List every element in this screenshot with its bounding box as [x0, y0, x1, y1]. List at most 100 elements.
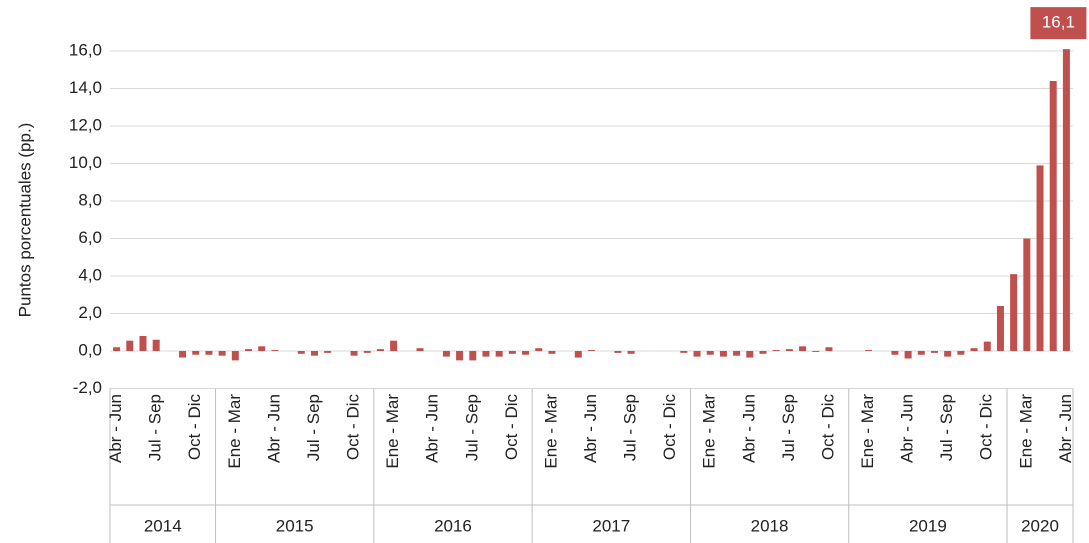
y-axis-label: Puntos porcentuales (pp.): [15, 123, 34, 318]
bar: [297, 351, 305, 354]
bar: [627, 351, 635, 354]
x-tick-label: Abr - Jun: [581, 394, 600, 463]
bar: [310, 351, 318, 356]
bar: [759, 351, 767, 354]
data-label-box: [1030, 7, 1087, 40]
group-label: 2015: [276, 516, 314, 535]
bar: [363, 351, 371, 353]
bar: [970, 348, 978, 351]
y-tick-label: 8,0: [78, 190, 102, 209]
x-tick-label: Oct - Dic: [818, 394, 837, 461]
bar: [535, 348, 543, 351]
x-tick-label: Oct - Dic: [977, 394, 996, 461]
x-tick-label: Abr - Jun: [1056, 394, 1075, 463]
x-tick-label: Ene - Mar: [700, 394, 719, 469]
x-tick-label: Jul - Sep: [621, 394, 640, 461]
bar: [904, 351, 912, 359]
bar: [126, 340, 134, 351]
bar: [680, 351, 688, 353]
bar: [1023, 238, 1031, 351]
bar: [231, 351, 239, 361]
bar: [719, 351, 727, 357]
bar: [508, 351, 516, 354]
bar: [865, 350, 873, 351]
x-tick-label: Jul - Sep: [462, 394, 481, 461]
bar: [1010, 274, 1018, 351]
bar: [139, 336, 147, 351]
group-label: 2014: [144, 516, 182, 535]
bar: [799, 346, 807, 351]
y-tick-label: 2,0: [78, 303, 102, 322]
x-tick-label: Jul - Sep: [937, 394, 956, 461]
bar: [1062, 49, 1070, 351]
bar: [152, 339, 160, 351]
x-tick-label: Abr - Jun: [423, 394, 442, 463]
bar: [522, 351, 530, 355]
bar: [917, 351, 925, 355]
bar: [376, 349, 384, 351]
x-tick-label: Ene - Mar: [383, 394, 402, 469]
x-tick-label: Oct - Dic: [502, 394, 521, 461]
y-tick-label: 10,0: [69, 153, 102, 172]
group-label: 2019: [909, 516, 947, 535]
bar: [1036, 165, 1044, 351]
group-label: 2018: [751, 516, 789, 535]
x-tick-label: Ene - Mar: [541, 394, 560, 469]
bar: [693, 351, 701, 357]
y-tick-label: 16,0: [69, 40, 102, 59]
bar: [245, 349, 253, 351]
bar: [983, 341, 991, 351]
y-tick-label: 6,0: [78, 228, 102, 247]
bar: [192, 351, 200, 355]
bar: [588, 350, 595, 351]
bar: [548, 351, 556, 354]
bar: [469, 351, 477, 361]
bar: [930, 351, 938, 353]
x-tick-label: Jul - Sep: [146, 394, 165, 461]
bar: [1049, 81, 1057, 351]
bar: [271, 350, 279, 351]
x-tick-label: Ene - Mar: [225, 394, 244, 469]
bar: [442, 351, 450, 357]
x-tick-label: Ene - Mar: [858, 394, 877, 469]
bar: [825, 347, 833, 351]
bar: [258, 346, 266, 351]
x-tick-label: Abr - Jun: [898, 394, 917, 463]
bar: [495, 351, 503, 357]
group-label: 2020: [1021, 516, 1059, 535]
bar: [205, 351, 213, 355]
x-tick-label: Oct - Dic: [344, 394, 363, 461]
group-label: 2017: [592, 516, 630, 535]
bar: [812, 351, 820, 352]
bar: [179, 351, 187, 358]
bar: [324, 351, 332, 353]
x-tick-label: Abr - Jun: [106, 394, 125, 463]
bar: [113, 347, 121, 351]
data-label-text: 16,1: [1042, 13, 1075, 32]
x-tick-label: Jul - Sep: [304, 394, 323, 461]
y-tick-label: 4,0: [78, 265, 102, 284]
y-tick-label: 14,0: [69, 78, 102, 97]
bar: [350, 351, 358, 356]
x-tick-label: Abr - Jun: [739, 394, 758, 463]
bar: [891, 351, 899, 355]
bar: [772, 350, 780, 351]
data-label: 16,1: [1030, 7, 1087, 40]
x-tick-label: Jul - Sep: [779, 394, 798, 461]
bar: [416, 348, 424, 351]
x-tick-label: Ene - Mar: [1016, 394, 1035, 469]
bar: [456, 351, 464, 361]
bar: [785, 349, 793, 351]
x-tick-label: Abr - Jun: [264, 394, 283, 463]
bar: [706, 351, 714, 355]
x-tick-label: Oct - Dic: [660, 394, 679, 461]
bar: [482, 351, 490, 357]
bar: [574, 351, 582, 358]
y-tick-label: -2,0: [73, 378, 102, 397]
bar: [614, 351, 622, 353]
y-tick-label: 0,0: [78, 340, 102, 359]
bar: [746, 351, 754, 358]
bar: [390, 340, 398, 351]
bar: [733, 351, 741, 356]
